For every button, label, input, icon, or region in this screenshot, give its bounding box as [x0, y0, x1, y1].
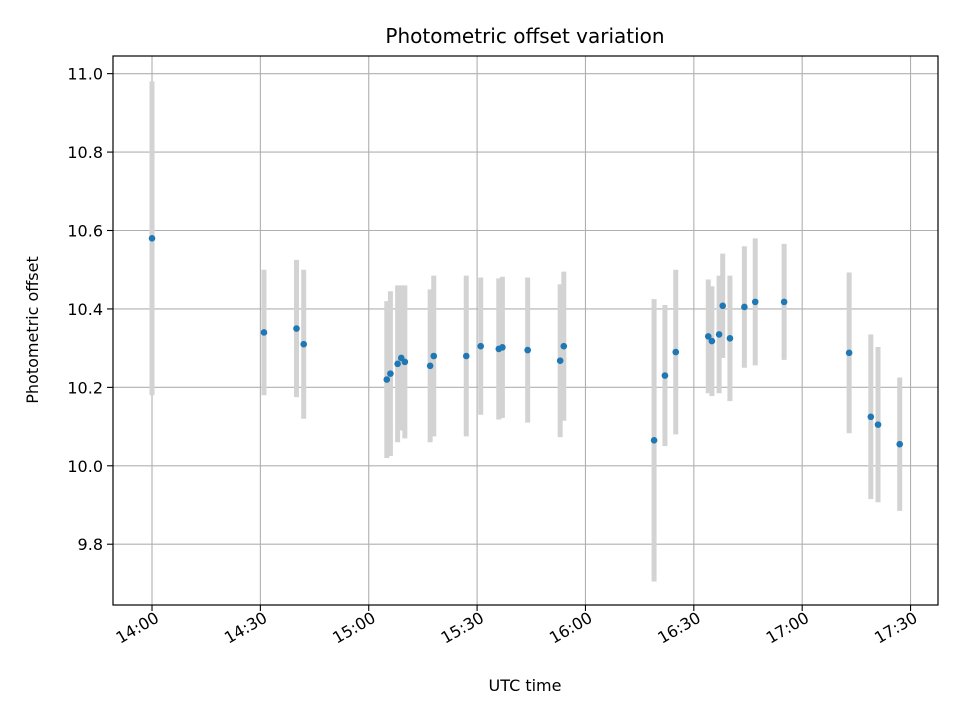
data-point [499, 344, 506, 351]
data-point [293, 325, 300, 332]
data-point [719, 302, 727, 310]
data-point [708, 337, 716, 345]
y-tick-label: 10.6 [67, 222, 103, 241]
x-axis-label: UTC time [489, 676, 562, 695]
data-point [672, 348, 680, 356]
data-point [896, 440, 904, 448]
data-point [845, 349, 853, 357]
data-point [661, 372, 669, 379]
y-tick-label: 11.0 [67, 65, 103, 84]
data-point [751, 298, 759, 306]
data-point [556, 357, 564, 364]
data-point [383, 376, 391, 383]
y-tick-label: 10.0 [67, 457, 103, 476]
data-point [426, 362, 434, 370]
y-axis-label: Photometric offset [23, 256, 42, 404]
data-point [300, 340, 308, 348]
data-point [477, 342, 485, 350]
data-point [780, 298, 788, 306]
data-point [387, 370, 394, 377]
data-point [148, 235, 156, 242]
y-tick-label: 9.8 [78, 535, 103, 554]
chart-title: Photometric offset variation [385, 24, 664, 48]
data-point [867, 413, 875, 421]
data-point [704, 333, 712, 340]
y-tick-label: 10.8 [67, 143, 103, 162]
data-point [430, 352, 438, 360]
data-points [148, 235, 904, 448]
data-point [524, 346, 531, 354]
data-point [741, 303, 748, 311]
data-point [874, 421, 882, 428]
y-tick-label: 10.4 [67, 300, 103, 319]
data-point [650, 437, 658, 444]
plot-frame [112, 55, 939, 606]
data-point [394, 360, 401, 368]
data-point [715, 331, 723, 338]
data-point [401, 358, 409, 366]
y-axis: 9.8 10.0 10.2 10.4 10.6 10.8 11.0 [67, 65, 113, 554]
data-point [462, 352, 470, 360]
data-point [726, 335, 734, 342]
data-point [260, 329, 268, 336]
data-point [560, 342, 568, 350]
y-tick-label: 10.2 [67, 378, 103, 397]
